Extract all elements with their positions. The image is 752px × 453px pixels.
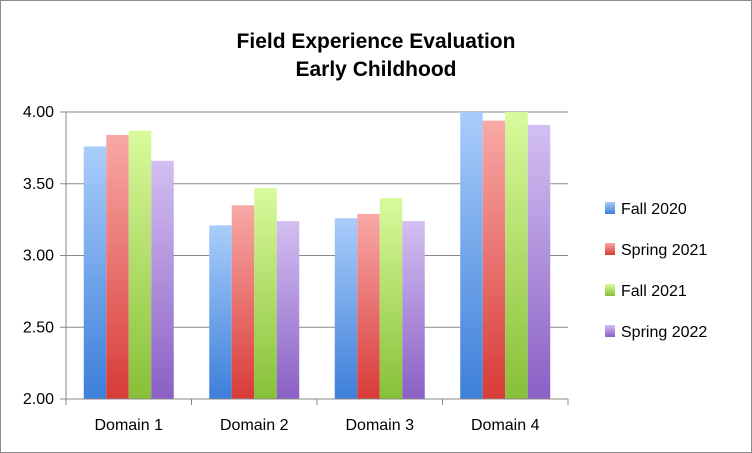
- legend-label: Fall 2021: [621, 283, 687, 300]
- x-category-label: Domain 2: [220, 417, 289, 434]
- bar: [106, 134, 129, 399]
- legend: Fall 2020 Spring 2021 Fall 2021 Spring 2022: [605, 201, 707, 341]
- legend-swatch: [605, 243, 615, 255]
- bar: [334, 218, 358, 399]
- bar: [402, 221, 425, 399]
- bar: [505, 112, 528, 399]
- x-category-label: Domain 4: [471, 417, 540, 434]
- legend-swatch: [605, 202, 615, 214]
- legend-swatch: [605, 325, 615, 337]
- axes: [65, 112, 569, 405]
- bar: [527, 124, 551, 399]
- legend-label: Spring 2021: [621, 242, 707, 259]
- legend-label: Fall 2020: [621, 201, 687, 218]
- bar: [482, 120, 506, 400]
- y-tick-label: 2.00: [23, 391, 54, 408]
- legend-swatch: [605, 284, 615, 296]
- bar: [357, 213, 380, 399]
- x-category-labels: Domain 1 Domain 2 Domain 3 Domain 4: [95, 417, 540, 434]
- bar: [254, 188, 277, 399]
- chart-title-line-1: Field Experience Evaluation: [237, 30, 516, 53]
- bar: [83, 146, 107, 399]
- y-tick-label: 4.00: [23, 104, 54, 121]
- y-tick-label: 3.50: [23, 176, 54, 193]
- chart-title-line-2: Early Childhood: [295, 58, 456, 81]
- bar: [379, 198, 403, 399]
- y-tick-label: 2.50: [23, 319, 54, 336]
- bar: [460, 112, 483, 399]
- bar: [209, 225, 232, 399]
- y-tick-label: 3.00: [23, 248, 54, 265]
- y-tick-labels: 2.00 2.50 3.00 3.50 4.00: [23, 104, 54, 408]
- bars: [83, 112, 551, 400]
- bar: [231, 205, 255, 399]
- bar: [151, 160, 174, 399]
- bar: [276, 221, 300, 399]
- legend-label: Spring 2022: [621, 324, 707, 341]
- x-category-label: Domain 1: [95, 417, 164, 434]
- bar: [128, 130, 152, 399]
- x-category-label: Domain 3: [346, 417, 415, 434]
